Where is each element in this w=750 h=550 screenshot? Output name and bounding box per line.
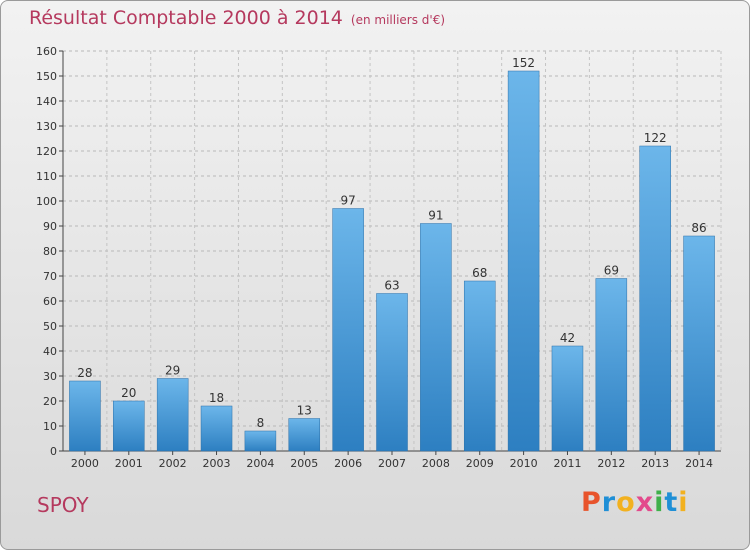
y-tick-label: 140: [36, 95, 57, 108]
y-tick-label: 30: [43, 370, 57, 383]
logo-letter: t: [664, 487, 679, 518]
x-tick-label-2010: 2010: [510, 457, 538, 470]
y-tick-label: 110: [36, 170, 57, 183]
bar-2005[interactable]: [288, 418, 321, 452]
data-label-2004: 8: [257, 416, 265, 430]
data-label-2003: 18: [209, 391, 224, 405]
data-label-2011: 42: [560, 331, 575, 345]
bar-2007[interactable]: [376, 293, 408, 452]
data-label-2010: 152: [512, 56, 535, 70]
data-label-2008: 91: [428, 209, 443, 223]
logo-letter: o: [616, 487, 636, 518]
data-label-2001: 20: [121, 386, 136, 400]
bar-2012[interactable]: [595, 278, 628, 452]
y-tick-label: 70: [43, 270, 57, 283]
chart-title-text: Résultat Comptable 2000 à 2014: [29, 7, 343, 29]
data-label-2013: 122: [644, 131, 667, 145]
logo-letter: P: [581, 487, 602, 518]
logo-letter: x: [635, 487, 655, 518]
bar-2001[interactable]: [113, 400, 145, 452]
data-label-2007: 63: [384, 279, 399, 293]
y-tick-label: 80: [43, 245, 57, 258]
y-tick-label: 60: [43, 295, 57, 308]
y-tick-label: 160: [36, 45, 57, 58]
data-label-2009: 68: [472, 266, 487, 280]
y-tick-label: 10: [43, 420, 57, 433]
y-tick-label: 20: [43, 395, 57, 408]
bar-2000[interactable]: [69, 380, 101, 452]
x-tick-label-2007: 2007: [378, 457, 406, 470]
y-tick-label: 120: [36, 145, 57, 158]
logo-letter: i: [654, 487, 665, 518]
x-tick-label-2013: 2013: [641, 457, 669, 470]
chart-subtitle: (en milliers d'€): [350, 13, 446, 27]
bar-2009[interactable]: [463, 280, 496, 452]
data-label-2005: 13: [297, 404, 312, 418]
bar-2011[interactable]: [551, 345, 584, 452]
data-label-2006: 97: [340, 194, 355, 208]
bar-2003[interactable]: [200, 405, 233, 452]
y-tick-label: 50: [43, 320, 57, 333]
logo-letter: i: [678, 487, 689, 518]
y-tick-label: 40: [43, 345, 57, 358]
bar-2004[interactable]: [244, 430, 277, 452]
data-label-2014: 86: [691, 221, 706, 235]
data-label-2012: 69: [604, 264, 619, 278]
y-tick-label: 130: [36, 120, 57, 133]
bar-2002[interactable]: [156, 378, 189, 452]
bar-2008[interactable]: [420, 223, 452, 452]
x-tick-label-2008: 2008: [422, 457, 450, 470]
x-tick-label-2004: 2004: [246, 457, 274, 470]
x-tick-label-2005: 2005: [290, 457, 318, 470]
x-tick-label-2011: 2011: [553, 457, 581, 470]
bar-2010[interactable]: [507, 70, 540, 452]
logo-letter: r: [601, 487, 617, 518]
x-tick-label-2006: 2006: [334, 457, 362, 470]
x-tick-label-2014: 2014: [685, 457, 713, 470]
x-tick-label-2003: 2003: [203, 457, 231, 470]
y-tick-label: 100: [36, 195, 57, 208]
y-tick-label: 0: [50, 445, 57, 458]
x-tick-label-2001: 2001: [115, 457, 143, 470]
y-tick-label: 90: [43, 220, 57, 233]
x-tick-label-2012: 2012: [597, 457, 625, 470]
bar-2014[interactable]: [683, 235, 715, 452]
x-tick-label-2009: 2009: [466, 457, 494, 470]
city-name: SPOY: [37, 493, 89, 517]
x-tick-label-2002: 2002: [159, 457, 187, 470]
data-label-2002: 29: [165, 364, 180, 378]
chart-title: Résultat Comptable 2000 à 2014 (en millie…: [29, 7, 445, 29]
y-tick-label: 150: [36, 70, 57, 83]
x-tick-label-2000: 2000: [71, 457, 99, 470]
bar-2013[interactable]: [639, 145, 671, 452]
data-label-2000: 28: [77, 366, 92, 380]
proxiti-logo[interactable]: Proxiti: [581, 487, 689, 518]
bar-2006[interactable]: [332, 208, 364, 452]
